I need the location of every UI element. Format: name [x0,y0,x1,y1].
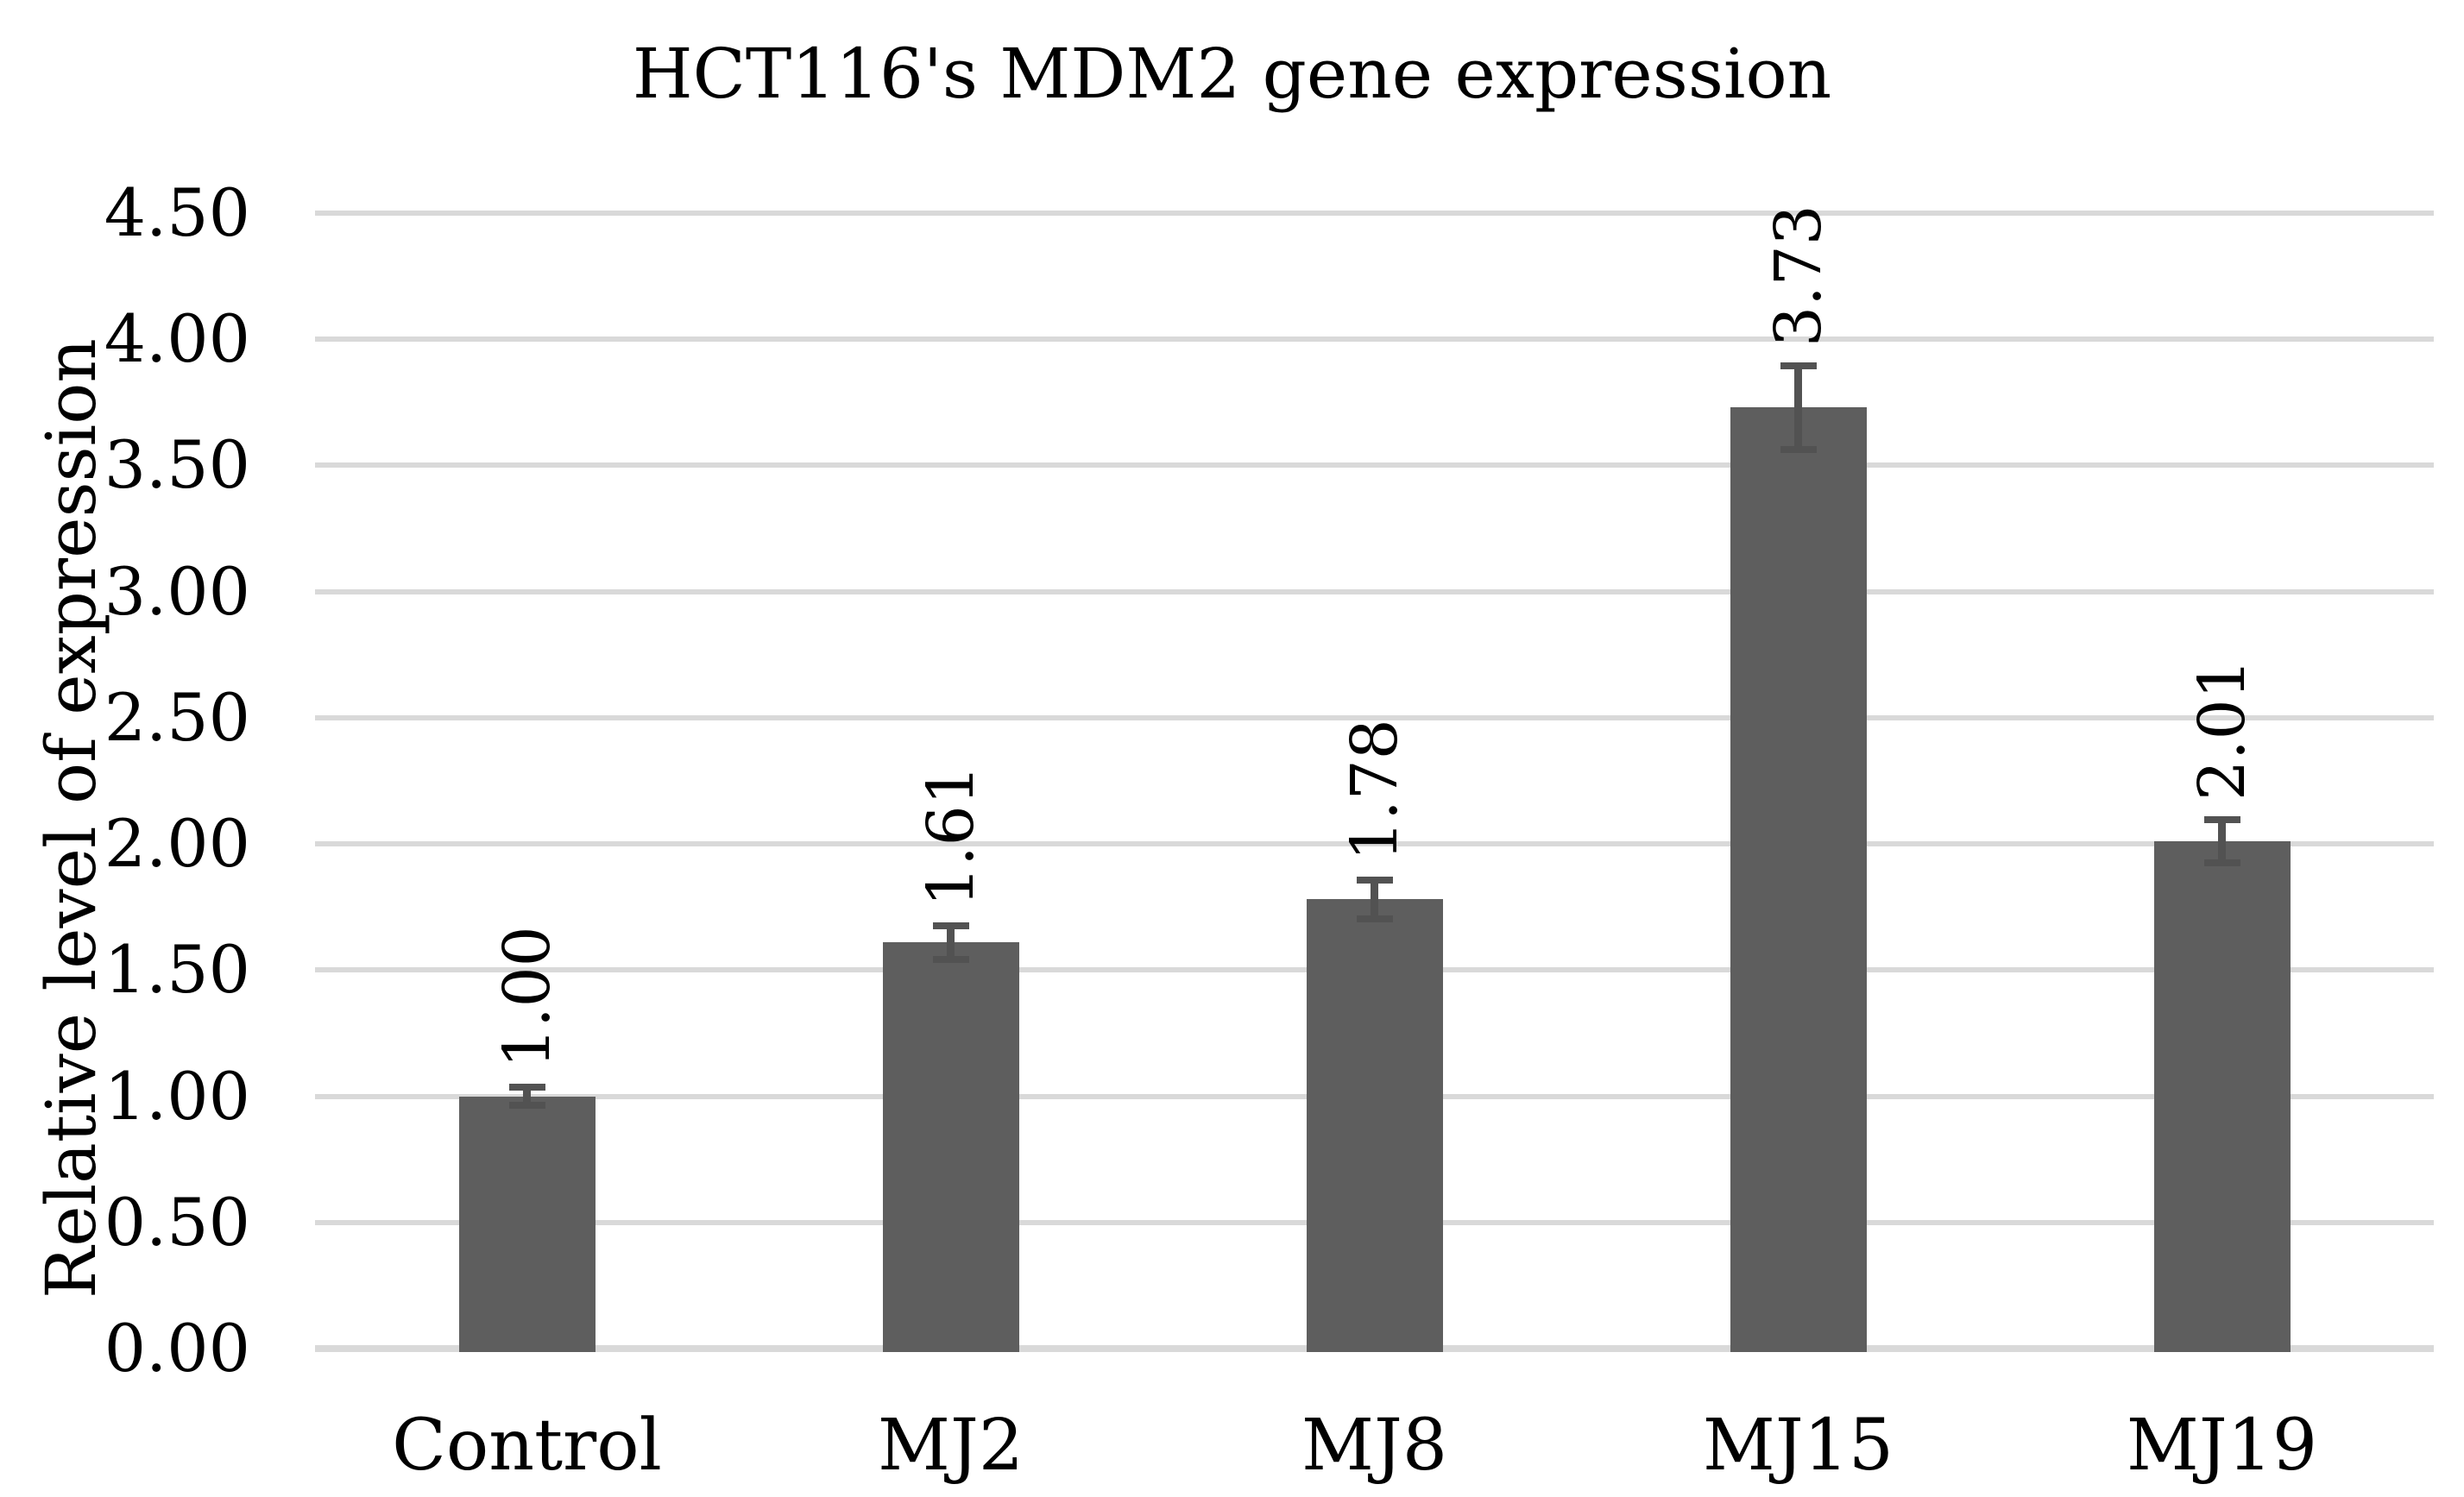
error-cap-bottom-mj15 [1780,445,1817,453]
y-tick-4.00: 4.00 [104,300,250,378]
gridline-3.50 [315,462,2434,469]
data-label-text-mj2: 1.61 [913,764,988,907]
error-cap-bottom-mj2 [932,955,969,963]
y-tick-2.50: 2.50 [104,678,250,756]
data-label-text-control: 1.00 [489,926,564,1068]
data-label-text-mj15: 3.73 [1761,204,1836,347]
error-line-mj19 [2218,815,2226,867]
bar-mj15 [1730,407,1867,1352]
gridline-2.50 [315,714,2434,720]
error-bar-mj2 [932,921,969,963]
bar-control [458,1096,596,1352]
error-cap-bottom-mj8 [1356,915,1393,922]
error-bar-mj15 [1780,362,1817,453]
y-tick-3.50: 3.50 [104,426,250,504]
chart-title: HCT116's MDM2 gene expression [632,34,1832,114]
error-bar-mj8 [1356,877,1393,922]
error-cap-top-mj2 [932,921,969,929]
error-cap-top-mj8 [1356,877,1393,884]
gridline-3.00 [315,588,2434,594]
y-tick-4.50: 4.50 [104,174,250,251]
x-label-mj15: MJ15 [1702,1405,1894,1487]
bar-mj8 [1306,899,1443,1352]
x-label-mj8: MJ8 [1301,1405,1447,1487]
error-line-control [523,1083,531,1110]
error-line-mj15 [1794,362,1802,453]
bar-mj19 [2153,841,2291,1352]
error-cap-top-control [508,1083,545,1091]
y-tick-2.00: 2.00 [104,805,250,883]
y-tick-0.00: 0.00 [104,1310,250,1387]
data-label-text-mj19: 2.01 [2184,658,2259,801]
error-cap-top-mj19 [2203,815,2240,823]
x-label-mj19: MJ19 [2126,1405,2318,1487]
error-cap-bottom-control [508,1102,545,1110]
y-tick-1.50: 1.50 [104,931,250,1009]
y-tick-3.00: 3.00 [104,552,250,630]
bar-mj2 [882,942,1019,1352]
error-line-mj2 [947,921,955,963]
y-tick-1.00: 1.00 [104,1057,250,1135]
error-line-mj8 [1371,877,1378,922]
gridline-4.00 [315,337,2434,343]
gridline-4.50 [315,211,2434,216]
gridline-2.00 [315,841,2434,847]
error-cap-top-mj15 [1780,362,1817,369]
y-tick-0.50: 0.50 [104,1183,250,1261]
error-cap-bottom-mj19 [2203,859,2240,867]
error-bar-control [508,1083,545,1110]
error-bar-mj19 [2203,815,2240,867]
x-label-mj2: MJ2 [877,1405,1024,1487]
x-label-control: Control [392,1405,662,1487]
data-label-text-mj8: 1.78 [1337,719,1412,862]
